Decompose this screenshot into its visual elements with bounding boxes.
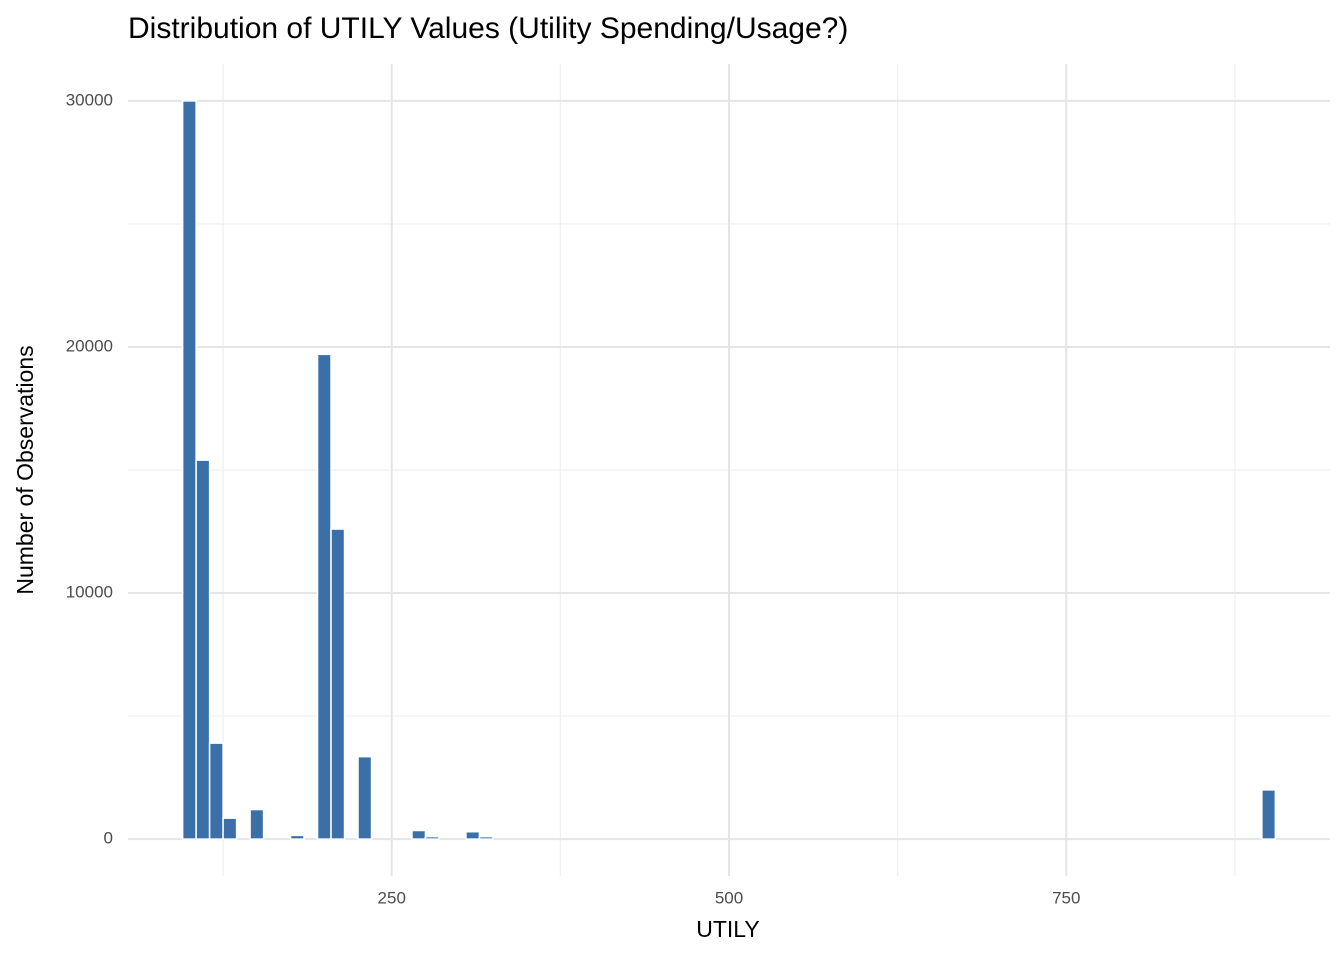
bar (478, 835, 494, 840)
bar (1261, 789, 1277, 840)
y-axis-title: Number of Observations (12, 345, 38, 594)
bar (357, 755, 373, 840)
bar (181, 100, 197, 840)
bar (316, 353, 332, 840)
bar (411, 829, 427, 840)
bar (424, 835, 440, 840)
bar (330, 528, 346, 840)
bar (289, 834, 305, 840)
bar (222, 817, 238, 840)
bar (195, 459, 211, 840)
x-tick-label: 750 (1052, 888, 1080, 907)
y-tick-label: 20000 (66, 336, 113, 355)
x-tick-label: 250 (378, 888, 406, 907)
x-axis-title: UTILY (696, 916, 759, 942)
bar (249, 808, 265, 840)
chart-title: Distribution of UTILY Values (Utility Sp… (128, 12, 848, 45)
y-tick-label: 10000 (66, 583, 113, 602)
bar (208, 742, 224, 840)
bar (465, 830, 481, 840)
y-tick-label: 0 (104, 829, 113, 848)
x-tick-label: 500 (715, 888, 743, 907)
y-tick-label: 30000 (66, 90, 113, 109)
